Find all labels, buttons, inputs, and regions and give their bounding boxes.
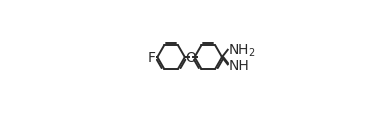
Text: NH: NH bbox=[229, 58, 249, 72]
Text: F: F bbox=[148, 51, 156, 65]
Text: O: O bbox=[185, 51, 196, 65]
Text: NH$_2$: NH$_2$ bbox=[229, 42, 256, 58]
